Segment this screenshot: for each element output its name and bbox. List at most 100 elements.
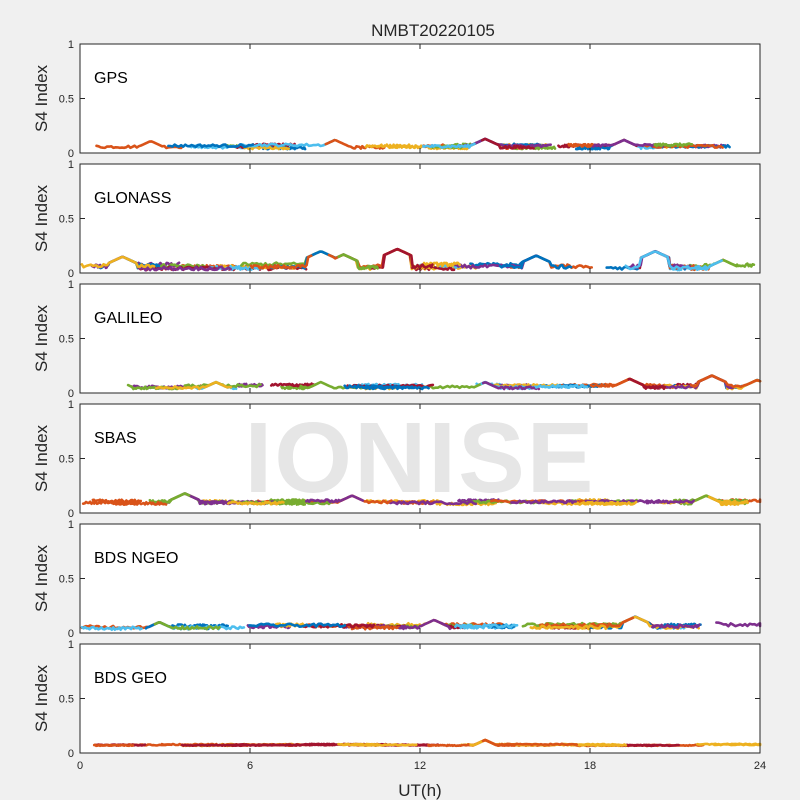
data-points — [81, 492, 762, 507]
y-axis-label: S4 Index — [32, 184, 51, 252]
panel-label: GPS — [94, 70, 128, 87]
data-points — [92, 738, 762, 748]
y-tick-label: 0 — [68, 508, 74, 520]
y-tick-label: 0 — [68, 268, 74, 280]
series-trace — [269, 382, 315, 388]
series-trace — [305, 494, 364, 504]
series-trace — [167, 143, 255, 149]
series-trace — [645, 499, 695, 505]
x-tick-label: 12 — [414, 760, 426, 772]
y-tick-label: 1 — [68, 39, 74, 51]
y-tick-label: 0 — [68, 628, 74, 640]
panel-bds-geo: 0 0.5 1 0 6 12 18 24 S4 Index BDS GEO — [32, 639, 766, 772]
series-trace — [534, 383, 589, 389]
series-trace — [510, 499, 577, 505]
axes-background — [80, 284, 760, 393]
series-trace — [249, 254, 313, 270]
series-trace — [481, 381, 541, 391]
series-trace — [155, 380, 233, 391]
series-trace — [180, 743, 243, 748]
series-trace — [227, 500, 285, 506]
y-axis-label: S4 Index — [32, 304, 51, 372]
x-tick-label: 0 — [77, 760, 83, 772]
series-trace — [112, 500, 168, 506]
series-trace — [644, 143, 724, 149]
series-trace — [713, 742, 762, 747]
panel-glonass: 0 0.5 1 S4 Index GLONASS — [32, 159, 761, 280]
y-tick-label: 1 — [68, 159, 74, 171]
panel-label: SBAS — [94, 430, 137, 447]
y-tick-label: 0.5 — [59, 574, 74, 586]
series-trace — [398, 618, 452, 631]
axes-background — [80, 524, 760, 633]
series-trace — [567, 142, 594, 148]
panel-gps: 0 0.5 1 S4 Index GPS — [32, 39, 761, 160]
series-trace — [387, 144, 423, 150]
y-tick-label: 0.5 — [59, 334, 74, 346]
y-tick-label: 0.5 — [59, 94, 74, 106]
panel-bds-ngeo: 0 0.5 1 S4 Index BDS NGEO — [32, 519, 762, 640]
series-trace — [381, 247, 434, 270]
y-axis-label: S4 Index — [32, 544, 51, 612]
series-trace — [239, 138, 336, 148]
series-trace — [137, 265, 232, 272]
panel-sbas: 0 0.5 1 S4 Index — [32, 399, 762, 520]
panel-label: BDS GEO — [94, 670, 167, 687]
y-tick-label: 0.5 — [59, 454, 74, 466]
y-axis-label: S4 Index — [32, 664, 51, 732]
data-points — [126, 374, 762, 391]
x-tick-label: 24 — [754, 760, 766, 772]
series-trace — [589, 377, 665, 388]
x-axis-label: UT(h) — [398, 781, 441, 800]
series-trace — [171, 623, 229, 629]
panels: 0 0.5 1 S4 Index GPS 0 0.5 1 S4 Index GLONASS 0 0.5… — [32, 39, 766, 772]
series-trace — [80, 255, 156, 269]
y-axis-label: S4 Index — [32, 424, 51, 492]
series-trace — [574, 143, 614, 151]
figure-title: NMBT20220105 — [371, 21, 495, 40]
series-trace — [588, 138, 665, 148]
x-tick-label: 6 — [247, 760, 253, 772]
series-trace — [689, 374, 762, 389]
x-tick-label: 18 — [584, 760, 596, 772]
axes-background — [80, 164, 760, 273]
y-tick-label: 1 — [68, 519, 74, 531]
series-trace — [627, 377, 667, 391]
y-tick-label: 1 — [68, 279, 74, 291]
series-trace — [500, 742, 578, 747]
y-tick-label: 0 — [68, 388, 74, 400]
series-trace — [481, 738, 516, 747]
series-trace — [248, 622, 347, 628]
axes-background — [80, 44, 760, 153]
panel-label: BDS NGEO — [94, 550, 178, 567]
series-trace — [341, 743, 418, 747]
series-trace — [303, 742, 335, 747]
series-trace — [707, 495, 749, 505]
series-trace — [148, 492, 191, 504]
y-tick-label: 1 — [68, 639, 74, 651]
series-trace — [387, 500, 478, 506]
axes-background — [80, 404, 760, 513]
y-tick-label: 1 — [68, 399, 74, 411]
series-trace — [420, 142, 476, 149]
watermark: IONISE — [245, 402, 596, 514]
series-trace — [427, 743, 464, 748]
series-trace — [624, 250, 716, 271]
series-trace — [529, 624, 607, 630]
y-tick-label: 0 — [68, 148, 74, 160]
series-trace — [653, 142, 694, 148]
sbas-label-layer: SBAS — [94, 430, 137, 447]
series-trace — [95, 140, 183, 150]
axes-background — [80, 644, 760, 753]
series-trace — [337, 253, 379, 271]
series-trace — [621, 743, 656, 748]
series-trace — [651, 623, 701, 629]
series-trace — [80, 625, 143, 631]
y-axis-label: S4 Index — [32, 64, 51, 132]
y-tick-label: 0.5 — [59, 214, 74, 226]
series-trace — [343, 384, 414, 390]
series-trace — [92, 743, 135, 748]
data-points — [80, 247, 756, 272]
series-trace — [498, 254, 573, 270]
panel-label: GALILEO — [94, 310, 162, 327]
